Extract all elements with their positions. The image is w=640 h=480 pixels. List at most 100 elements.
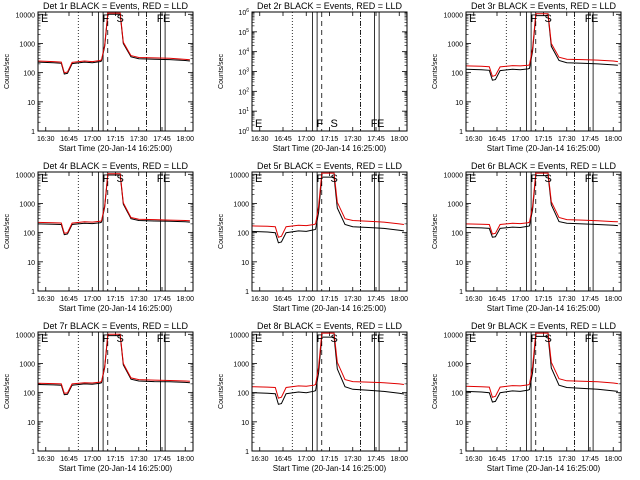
y-tick-label: 10000 (16, 172, 36, 179)
event-marker-e: E (255, 173, 262, 185)
x-tick-label: 18:00 (176, 296, 194, 303)
y-tick-exponent: 0 (246, 127, 249, 133)
y-tick-label: 1 (31, 289, 35, 296)
event-marker-e: E (41, 173, 48, 185)
x-tick-label: 17:15 (535, 456, 553, 463)
event-marker-f: F (103, 333, 110, 345)
y-tick-label: 1000 (233, 201, 249, 208)
y-tick-label: 1 (245, 449, 249, 456)
x-tick-label: 17:00 (511, 136, 529, 143)
plot-frame (465, 171, 622, 292)
x-tick-label: 17:00 (297, 136, 315, 143)
chart-title: Det 3r BLACK = Events, RED = LLD (471, 1, 617, 11)
event-marker-e: E (591, 13, 598, 25)
event-marker-e: E (469, 13, 476, 25)
x-axis-label: Start Time (20-Jan-14 16:25:00) (487, 464, 601, 473)
event-marker-f: F (157, 13, 164, 25)
x-tick-label: 17:30 (344, 136, 362, 143)
x-tick-label: 16:45 (274, 296, 292, 303)
event-marker-f: F (585, 173, 592, 185)
y-tick-label: 100 (237, 391, 249, 398)
event-marker-e: E (163, 173, 170, 185)
y-tick-label: 10000 (444, 172, 464, 179)
y-axis-label: Counts/sec (432, 213, 439, 249)
y-axis-label: Counts/sec (218, 373, 225, 409)
event-marker-f: F (371, 333, 378, 345)
chart-panel-4: Det 4r BLACK = Events, RED = LLD Start Ti… (4, 161, 194, 313)
x-tick-label: 16:45 (488, 136, 506, 143)
x-tick-label: 16:30 (37, 296, 55, 303)
y-tick-label: 10 (27, 260, 35, 267)
y-tick-label: 1000 (19, 201, 35, 208)
x-tick-label: 18:00 (604, 136, 622, 143)
event-marker-e: E (163, 13, 170, 25)
event-marker-e: E (255, 333, 262, 345)
x-tick-label: 18:00 (390, 296, 408, 303)
y-tick-label: 100 (23, 391, 35, 398)
x-tick-label: 16:45 (60, 136, 78, 143)
event-marker-e: E (377, 333, 384, 345)
x-tick-label: 18:00 (604, 296, 622, 303)
event-marker-s: S (117, 333, 124, 345)
x-tick-label: 17:15 (107, 296, 125, 303)
series-line-lld (465, 332, 618, 398)
y-tick-label: 1000 (19, 41, 35, 48)
event-marker-s: S (545, 173, 552, 185)
plot-frame (251, 331, 408, 452)
x-tick-label: 18:00 (176, 136, 194, 143)
y-tick-label: 103 (238, 68, 249, 77)
x-tick-label: 18:00 (390, 136, 408, 143)
chart-title: Det 4r BLACK = Events, RED = LLD (43, 161, 189, 171)
x-tick-label: 16:30 (465, 296, 483, 303)
x-tick-label: 17:30 (130, 296, 148, 303)
y-tick-label: 1000 (447, 41, 463, 48)
x-tick-label: 17:30 (344, 456, 362, 463)
y-axis-label: Counts/sec (432, 373, 439, 409)
event-marker-f: F (317, 173, 324, 185)
x-tick-label: 17:30 (558, 456, 576, 463)
x-tick-label: 17:00 (297, 456, 315, 463)
y-tick-label: 10 (27, 420, 35, 427)
series-line-lld (37, 173, 190, 234)
series-line-lld (465, 13, 618, 77)
plot-frame (251, 171, 408, 292)
x-tick-label: 17:15 (107, 456, 125, 463)
event-marker-s: S (331, 173, 338, 185)
x-tick-label: 17:45 (581, 456, 599, 463)
y-tick-exponent: 5 (246, 28, 249, 34)
series-line-events (465, 335, 618, 403)
x-tick-label: 16:30 (465, 136, 483, 143)
x-tick-label: 17:30 (558, 136, 576, 143)
y-tick-label: 100 (451, 391, 463, 398)
x-tick-label: 17:15 (321, 456, 339, 463)
series-line-events (251, 176, 404, 244)
plot-frame (37, 11, 194, 132)
x-tick-label: 16:30 (251, 296, 269, 303)
y-tick-label: 100 (451, 231, 463, 238)
event-marker-f: F (585, 333, 592, 345)
y-tick-label: 102 (238, 87, 249, 96)
x-tick-label: 16:45 (488, 296, 506, 303)
y-tick-label: 10 (455, 260, 463, 267)
x-tick-label: 17:00 (83, 296, 101, 303)
y-tick-label: 100 (23, 71, 35, 78)
x-tick-label: 16:45 (488, 456, 506, 463)
x-tick-label: 17:00 (83, 456, 101, 463)
event-marker-e: E (377, 118, 384, 130)
y-tick-label: 1000 (233, 361, 249, 368)
series-line-lld (37, 12, 190, 74)
x-tick-label: 17:30 (344, 296, 362, 303)
x-axis-label: Start Time (20-Jan-14 16:25:00) (59, 144, 173, 153)
chart-panel-5: Det 5r BLACK = Events, RED = LLD Start Ti… (218, 161, 408, 313)
y-tick-label: 100 (451, 71, 463, 78)
event-marker-e: E (469, 333, 476, 345)
x-tick-label: 17:00 (511, 296, 529, 303)
y-tick-label: 1 (459, 289, 463, 296)
y-tick-exponent: 2 (246, 87, 249, 93)
event-marker-f: F (585, 13, 592, 25)
x-axis-label: Start Time (20-Jan-14 16:25:00) (487, 144, 601, 153)
x-axis-label: Start Time (20-Jan-14 16:25:00) (273, 144, 387, 153)
y-tick-label: 10000 (444, 332, 464, 339)
x-tick-label: 17:45 (367, 456, 385, 463)
